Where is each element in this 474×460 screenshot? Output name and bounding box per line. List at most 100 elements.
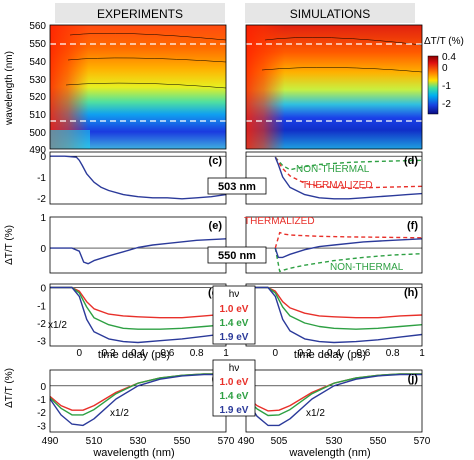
header-experiments-bg [55,3,225,23]
heatmap-ytick: 560 [29,21,46,32]
xtick-label-j: 550 [370,436,387,447]
heatmap-ytick: 510 [29,110,46,121]
header-simulations: SIMULATIONS [290,7,370,21]
legend-box [212,285,256,345]
probe-label-550: 550 nm [218,250,256,262]
xtick-label-h: 0.8 [386,348,400,359]
probe-label-503-box [207,177,267,195]
colorbar-tick: -2 [442,99,451,110]
xtick-label-g: 0.8 [190,348,204,359]
heatmap-ytick: 500 [29,128,46,139]
panel-letter-j: (j) [408,373,419,385]
xtick-label-i: 550 [174,436,191,447]
xtick-label-g: 0.4 [131,348,145,359]
series-line-g-2 [50,286,227,344]
panel-frame-f [245,216,423,274]
xtick-label-j: 530 [326,436,343,447]
xtick-label-j: 490 [238,436,255,447]
heatmap-a-onset [50,25,226,149]
heatmap-a-contour [65,82,227,89]
series-line-f-2 [274,238,423,259]
xtick-label-j: 570 [414,436,431,447]
xtick-label-j: 505 [271,436,288,447]
series-line-j-2 [245,373,422,427]
legend-title: hν [229,289,240,300]
colorbar-tick: 0.4 [442,52,456,63]
ytick-label-i: -1 [37,395,46,406]
heatmap-ytick: 530 [29,75,46,86]
series-line-i-0 [49,373,226,411]
xtick-label-i: 490 [42,436,59,447]
panel-frame-i [49,369,227,433]
ytick-label-e: 1 [40,213,46,224]
legend-box [212,359,256,417]
series-line-f-1 [274,247,423,273]
colorbar [427,55,439,115]
ytick-label-e: 0 [40,244,46,255]
panel-letter-f: (f) [407,220,418,232]
xtick-label-h: 0.6 [356,348,370,359]
ytick-label-i: -3 [37,421,46,432]
xtick-label-g: 0 [77,348,83,359]
annotation-thermalized-d: THERMALIZED [302,180,373,191]
xtick-label-i: 510 [86,436,103,447]
xtick-label-g: 0.6 [160,348,174,359]
xlabel-wl-left: wavelength (nm) [92,447,174,459]
series-line-h-2 [246,286,423,344]
ytick-label-g: -1 [37,301,46,312]
ylabel-dtt-mid: ΔT/T (%) [4,225,15,265]
panel-frame-e [49,216,227,274]
heatmap-ytick: 550 [29,39,46,50]
panel-letter-d: (d) [404,155,418,167]
annotation-thermalized-f: THERMALIZED [244,216,315,227]
heatmap-a-frame [49,24,227,150]
series-line-d-1 [274,156,423,190]
probe-label-550-box [207,246,267,264]
xtick-label-g: 1 [223,348,229,359]
ylabel-dtt-bottom: ΔT/T (%) [4,368,15,408]
xtick-label-h: 0 [273,348,279,359]
xlabel-time-left: time delay (ps) [98,349,170,361]
xtick-label-h: 0.2 [298,348,312,359]
legend-entry-1-0: 1.0 eV [220,304,249,315]
legend-entry-1-9: 1.9 eV [220,405,249,416]
probe-label-503: 503 nm [218,181,256,193]
series-line-g-1 [50,286,227,330]
ytick-label-c: -1 [37,173,46,184]
series-line-i-2 [49,373,226,427]
xlabel-wl-right: wavelength (nm) [288,447,370,459]
legend-entry-1-4: 1.4 eV [220,318,249,329]
ytick-label-c: 0 [40,152,46,163]
heatmap-ytick: 490 [29,145,46,156]
panel-letter-h: (h) [404,287,418,299]
heatmap-a-contour [67,57,227,63]
header-simulations-bg [245,3,415,23]
heatmap-b [245,24,423,150]
series-line-f-0 [274,231,423,249]
annotation-non-thermal-f: NON-THERMAL [330,262,404,273]
series-line-h-0 [246,286,423,319]
panel-frame-j [245,369,423,433]
series-line-h-1 [246,286,423,330]
series-line-d-2 [274,156,423,200]
colorbar-label: ΔT/T (%) [424,36,464,47]
heatmap-b-contour [261,67,423,73]
legend-entry-1-0: 1.0 eV [220,377,249,388]
series-line-e-0 [50,238,227,265]
legend-title: hν [229,363,240,374]
legend-photon-energy-1: hν 1.0 eV 1.4 eV 1.9 eV [212,285,256,345]
annotation-x-half-j: x1/2 [306,408,325,419]
heatmap-ytick: 520 [29,92,46,103]
heatmap-a-contour [69,33,227,41]
legend-entry-1-9: 1.9 eV [220,332,249,343]
annotation-non-thermal-d: NON-THERMAL [296,164,370,175]
panel-frame-d [245,151,423,205]
heatmap-b-contour [264,37,423,46]
heatmap-a-noise [50,130,90,149]
panel-letter-e: (e) [209,220,223,232]
series-line-j-1 [245,373,422,417]
xtick-label-i: 570 [218,436,235,447]
ytick-label-g: 0 [40,284,46,295]
legend-entry-1-4: 1.4 eV [220,391,249,402]
